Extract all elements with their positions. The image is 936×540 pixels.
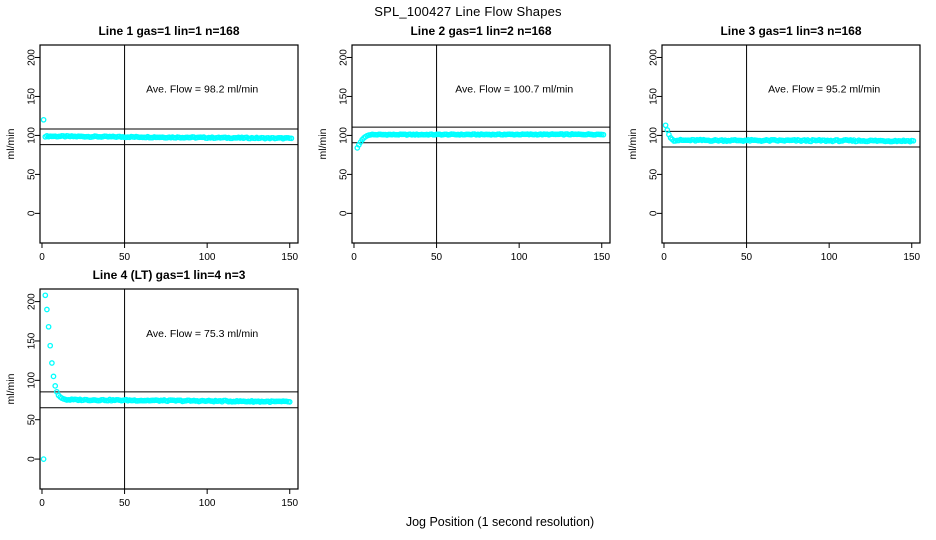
data-point [40, 456, 47, 462]
data-point [49, 360, 55, 366]
x-tick-label: 0 [39, 252, 45, 263]
data-points [40, 116, 295, 142]
y-tick-label: 200 [27, 293, 38, 310]
ave-flow-annotation: Ave. Flow = 100.7 ml/min [455, 84, 573, 96]
data-points [40, 292, 293, 462]
y-tick-label: 100 [649, 127, 660, 144]
y-tick-label: 50 [649, 168, 660, 180]
x-axis-label: Jog Position (1 second resolution) [405, 515, 595, 529]
data-points [354, 131, 607, 151]
data-point [42, 292, 49, 299]
x-tick-label: 50 [119, 252, 131, 263]
x-tick-label: 100 [199, 498, 216, 509]
x-tick-label: 50 [741, 252, 753, 263]
x-tick-label: 0 [351, 252, 357, 263]
data-point [664, 127, 671, 133]
data-point [286, 399, 293, 405]
x-tick-label: 150 [903, 252, 920, 263]
data-point [910, 137, 917, 144]
data-point [662, 122, 669, 129]
y-tick-label: 150 [649, 88, 660, 105]
x-tick-label: 100 [199, 252, 216, 263]
x-tick-label: 50 [119, 498, 131, 509]
data-point [288, 135, 295, 142]
y-tick-label: 200 [27, 49, 38, 66]
y-tick-label: 100 [27, 127, 38, 144]
y-axis-label: ml/min [5, 373, 17, 404]
y-tick-label: 50 [339, 168, 350, 180]
y-tick-label: 200 [339, 49, 350, 66]
data-point [45, 323, 52, 330]
y-axis-label: ml/min [317, 128, 329, 159]
ave-flow-annotation: Ave. Flow = 98.2 ml/min [146, 84, 258, 96]
y-tick-label: 0 [339, 210, 350, 216]
plot-box [661, 44, 921, 244]
x-tick-label: 150 [593, 252, 610, 263]
plot-box [39, 44, 299, 244]
data-point [52, 383, 59, 389]
data-point [600, 131, 607, 138]
data-points [662, 122, 917, 145]
data-point [44, 306, 50, 313]
y-tick-label: 100 [27, 372, 38, 389]
y-tick-label: 50 [27, 414, 38, 426]
y-tick-label: 100 [339, 127, 350, 144]
y-tick-label: 150 [27, 88, 38, 105]
panel-title: Line 4 (LT) gas=1 lin=4 n=3 [93, 268, 246, 282]
ave-flow-annotation: Ave. Flow = 95.2 ml/min [768, 84, 880, 96]
y-tick-label: 0 [649, 210, 660, 216]
data-point [40, 116, 47, 123]
x-tick-label: 0 [39, 498, 45, 509]
plot-box [39, 288, 299, 490]
data-point [50, 373, 57, 380]
panel-3: 0 50 100 150 0 50 100 150 200 ml/min Line 3 gas=1 … [627, 24, 921, 263]
y-tick-label: 150 [339, 88, 350, 105]
panel-title: Line 2 gas=1 lin=2 n=168 [410, 24, 551, 38]
y-axis-label: ml/min [5, 128, 17, 159]
figure-main-title: SPL_100427 Line Flow Shapes [374, 4, 562, 19]
panel-title: Line 3 gas=1 lin=3 n=168 [720, 24, 861, 38]
y-tick-label: 0 [27, 456, 38, 462]
x-tick-label: 150 [281, 252, 298, 263]
x-tick-label: 50 [431, 252, 443, 263]
y-tick-label: 0 [27, 210, 38, 216]
data-point [47, 342, 54, 349]
x-tick-label: 100 [511, 252, 528, 263]
x-tick-label: 0 [661, 252, 667, 263]
x-tick-label: 150 [281, 498, 298, 509]
panel-title: Line 1 gas=1 lin=1 n=168 [98, 24, 239, 38]
panel-4: 0 50 100 150 0 50 100 150 200 ml/min Line 4 (LT) g… [5, 268, 299, 509]
plot-box [351, 44, 611, 244]
y-axis-label: ml/min [627, 128, 639, 159]
y-tick-label: 50 [27, 168, 38, 180]
y-tick-label: 150 [27, 332, 38, 349]
panel-2: 0 50 100 150 0 50 100 150 200 ml/min Line 2 gas=1 … [317, 24, 611, 263]
x-tick-label: 100 [821, 252, 838, 263]
panel-1: 0 50 100 150 0 50 100 150 200 ml/min Line 1 gas=1 … [5, 24, 299, 263]
ave-flow-annotation: Ave. Flow = 75.3 ml/min [146, 328, 258, 340]
y-tick-label: 200 [649, 49, 660, 66]
